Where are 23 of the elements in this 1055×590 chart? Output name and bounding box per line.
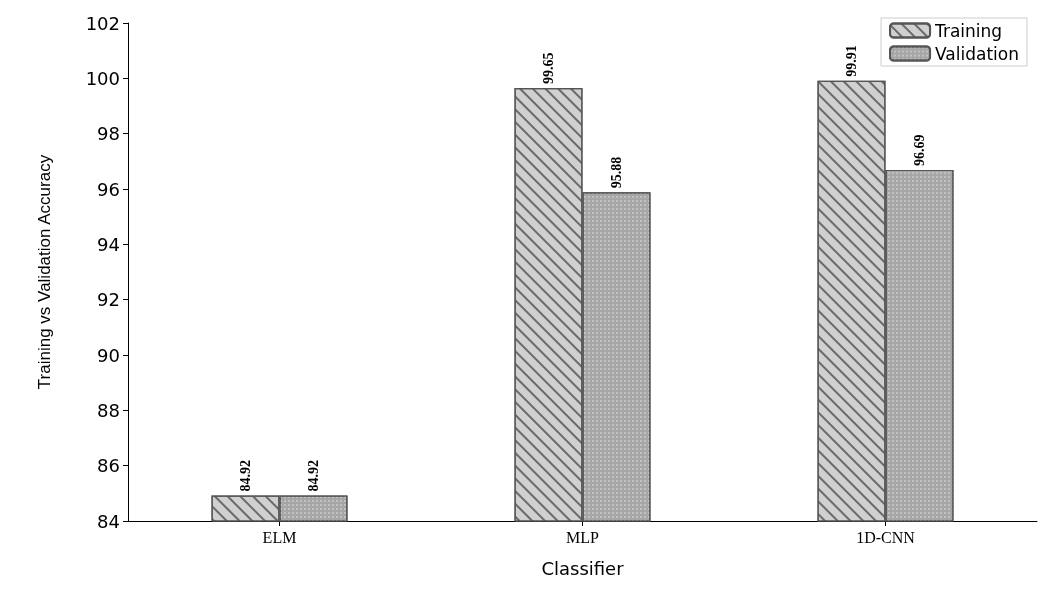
x-tick-label: ELM [262, 528, 297, 546]
data-label: 84.92 [306, 460, 321, 492]
legend-label: Training [934, 20, 1003, 41]
y-tick-label: 98 [97, 123, 120, 145]
x-tick-label: 1D-CNN [856, 528, 916, 546]
y-tick-label: 86 [97, 455, 120, 477]
data-label: 84.92 [238, 460, 253, 492]
x-axis-title: Classifier [541, 557, 625, 579]
y-tick-label: 84 [97, 510, 120, 532]
data-label: 99.65 [541, 52, 556, 85]
data-label: 96.69 [912, 134, 927, 166]
y-tick-label: 96 [97, 178, 120, 200]
y-axis-title: Training vs Validation Accuracy [35, 154, 54, 390]
y-tick-label: 88 [97, 399, 120, 421]
data-label: 99.91 [844, 45, 859, 77]
y-tick-label: 102 [85, 12, 120, 34]
y-tick-label: 94 [97, 233, 120, 255]
data-label: 95.88 [609, 156, 624, 189]
y-tick-label: 90 [97, 344, 120, 366]
y-tick-label: 92 [97, 289, 120, 311]
y-tick-label: 100 [85, 67, 120, 89]
legend-label: Validation [935, 43, 1020, 64]
x-tick-label: MLP [566, 528, 600, 546]
